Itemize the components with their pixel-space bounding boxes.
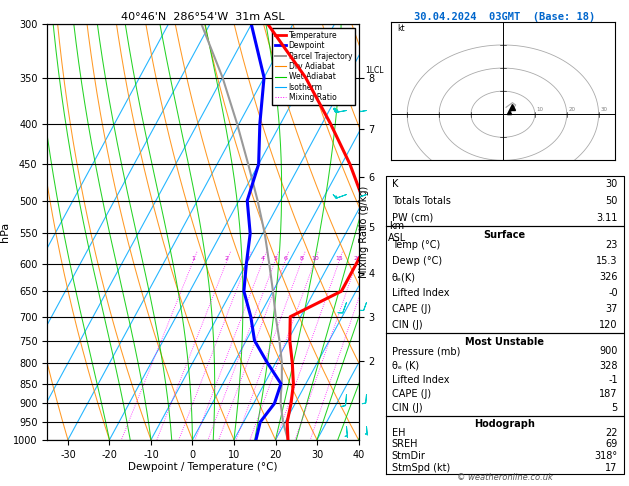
Text: 22: 22 bbox=[605, 428, 618, 437]
Text: 10: 10 bbox=[537, 107, 543, 112]
Text: 326: 326 bbox=[599, 272, 618, 282]
Text: 20: 20 bbox=[568, 107, 576, 112]
Text: Most Unstable: Most Unstable bbox=[465, 337, 544, 347]
Y-axis label: hPa: hPa bbox=[0, 222, 10, 242]
X-axis label: Dewpoint / Temperature (°C): Dewpoint / Temperature (°C) bbox=[128, 462, 277, 472]
Text: CIN (J): CIN (J) bbox=[392, 320, 422, 330]
Text: Lifted Index: Lifted Index bbox=[392, 288, 449, 298]
Text: Totals Totals: Totals Totals bbox=[392, 196, 450, 206]
Y-axis label: km
ASL: km ASL bbox=[387, 221, 406, 243]
Text: 120: 120 bbox=[599, 320, 618, 330]
Text: Hodograph: Hodograph bbox=[474, 419, 535, 430]
Text: kt: kt bbox=[398, 24, 405, 33]
Text: 4: 4 bbox=[261, 256, 265, 260]
Text: 900: 900 bbox=[599, 346, 618, 356]
Text: 17: 17 bbox=[606, 463, 618, 473]
Text: Dewp (°C): Dewp (°C) bbox=[392, 256, 442, 266]
Text: Surface: Surface bbox=[484, 230, 526, 240]
Text: Pressure (mb): Pressure (mb) bbox=[392, 346, 460, 356]
Legend: Temperature, Dewpoint, Parcel Trajectory, Dry Adiabat, Wet Adiabat, Isotherm, Mi: Temperature, Dewpoint, Parcel Trajectory… bbox=[272, 28, 355, 104]
Text: 6: 6 bbox=[284, 256, 287, 260]
Text: 8: 8 bbox=[300, 256, 304, 260]
Text: 69: 69 bbox=[606, 439, 618, 450]
Text: SREH: SREH bbox=[392, 439, 418, 450]
Title: 40°46'N  286°54'W  31m ASL: 40°46'N 286°54'W 31m ASL bbox=[121, 12, 285, 22]
Text: 1: 1 bbox=[191, 256, 196, 260]
Text: 3: 3 bbox=[246, 256, 250, 260]
Text: 187: 187 bbox=[599, 389, 618, 399]
Text: StmSpd (kt): StmSpd (kt) bbox=[392, 463, 450, 473]
Text: Mixing Ratio (g/kg): Mixing Ratio (g/kg) bbox=[359, 186, 369, 278]
Text: CIN (J): CIN (J) bbox=[392, 403, 422, 414]
Text: 5: 5 bbox=[273, 256, 277, 260]
Text: K: K bbox=[392, 179, 398, 189]
Text: -0: -0 bbox=[608, 288, 618, 298]
Text: 15: 15 bbox=[335, 256, 343, 260]
Text: 23: 23 bbox=[606, 240, 618, 250]
Text: -1: -1 bbox=[608, 375, 618, 385]
Text: 30: 30 bbox=[606, 179, 618, 189]
Text: PW (cm): PW (cm) bbox=[392, 213, 433, 223]
Text: 5: 5 bbox=[611, 403, 618, 414]
Text: Lifted Index: Lifted Index bbox=[392, 375, 449, 385]
Text: Temp (°C): Temp (°C) bbox=[392, 240, 440, 250]
Text: 20: 20 bbox=[353, 256, 361, 260]
Text: 10: 10 bbox=[311, 256, 319, 260]
Text: © weatheronline.co.uk: © weatheronline.co.uk bbox=[457, 473, 553, 482]
Text: 318°: 318° bbox=[594, 451, 618, 461]
Text: 30: 30 bbox=[600, 107, 607, 112]
Text: 30.04.2024  03GMT  (Base: 18): 30.04.2024 03GMT (Base: 18) bbox=[414, 12, 596, 22]
Text: θₑ (K): θₑ (K) bbox=[392, 361, 419, 370]
Text: EH: EH bbox=[392, 428, 405, 437]
Text: 2: 2 bbox=[225, 256, 229, 260]
Text: StmDir: StmDir bbox=[392, 451, 426, 461]
Text: CAPE (J): CAPE (J) bbox=[392, 304, 431, 314]
Text: 1LCL: 1LCL bbox=[365, 66, 384, 75]
Text: 25: 25 bbox=[367, 256, 376, 260]
Text: 328: 328 bbox=[599, 361, 618, 370]
Text: 15.3: 15.3 bbox=[596, 256, 618, 266]
Text: CAPE (J): CAPE (J) bbox=[392, 389, 431, 399]
Text: 37: 37 bbox=[606, 304, 618, 314]
Text: 50: 50 bbox=[606, 196, 618, 206]
Text: 3.11: 3.11 bbox=[596, 213, 618, 223]
Text: θₑ(K): θₑ(K) bbox=[392, 272, 416, 282]
